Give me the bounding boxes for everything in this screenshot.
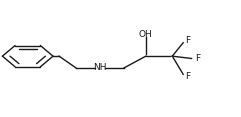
Text: OH: OH bbox=[139, 30, 153, 39]
Text: NH: NH bbox=[93, 63, 107, 72]
Text: F: F bbox=[186, 37, 191, 45]
Text: F: F bbox=[186, 72, 191, 80]
Text: F: F bbox=[195, 54, 200, 63]
